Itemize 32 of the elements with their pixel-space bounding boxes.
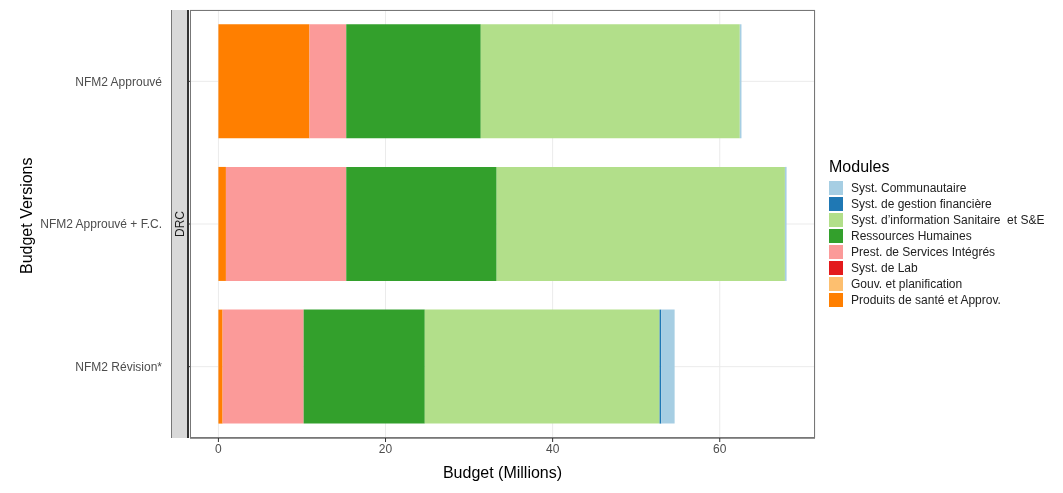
- legend-label: Produits de santé et Approv.: [851, 293, 1001, 307]
- y-axis-title: Budget Versions: [17, 157, 35, 274]
- legend-title: Modules: [829, 158, 891, 176]
- x-axis-title: Budget (Millions): [442, 464, 563, 481]
- y-tick-label: NFM2 Approuvé + F.C.: [40, 217, 162, 232]
- bar: [222, 309, 304, 424]
- bar: [346, 24, 481, 139]
- legend-label: Syst. de gestion financière: [851, 197, 992, 211]
- y-tick-label: NFM2 Révision*: [75, 359, 163, 374]
- bar: [218, 24, 310, 139]
- bar: [496, 166, 785, 281]
- legend-label: Gouv. et planification: [851, 277, 963, 291]
- bar: [346, 166, 497, 281]
- bar: [218, 309, 223, 424]
- legend-label: Prest. de Services Intégrés: [851, 245, 996, 259]
- legend-label: Syst. de Lab: [851, 261, 918, 275]
- bar: [480, 24, 740, 139]
- bar: [218, 166, 226, 281]
- legend-label: Syst. Communautaire: [851, 181, 967, 195]
- bar: [303, 309, 425, 424]
- x-tick-label: 60: [713, 441, 727, 456]
- facet-strip: DRC: [171, 10, 189, 438]
- bar: [661, 309, 675, 424]
- bar: [424, 309, 660, 424]
- x-tick-label: 0: [215, 441, 223, 456]
- legend-label: Ressources Humaines: [851, 229, 972, 243]
- bar: [225, 166, 347, 281]
- legend-label: Syst. d’information Sanitaire et S&E: [851, 213, 1045, 227]
- x-tick-label: 40: [545, 441, 560, 456]
- x-tick-label: 20: [378, 441, 393, 456]
- y-tick-label: NFM2 Approuvé: [75, 74, 163, 89]
- bar: [309, 24, 347, 139]
